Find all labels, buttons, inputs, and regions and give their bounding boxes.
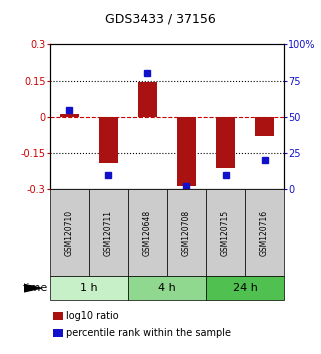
Text: GSM120648: GSM120648 [143, 210, 152, 256]
Text: 4 h: 4 h [158, 283, 176, 293]
Text: log10 ratio: log10 ratio [66, 311, 118, 321]
Bar [255, 117, 274, 136]
Text: 24 h: 24 h [233, 283, 257, 293]
Bar [177, 117, 196, 186]
Text: percentile rank within the sample: percentile rank within the sample [66, 328, 231, 338]
Text: GSM120708: GSM120708 [182, 210, 191, 256]
Text: GSM120710: GSM120710 [65, 210, 74, 256]
Text: GSM120716: GSM120716 [260, 210, 269, 256]
Bar [59, 114, 79, 117]
Text: GSM120711: GSM120711 [104, 210, 113, 256]
Bar [138, 82, 157, 117]
Text: GSM120715: GSM120715 [221, 210, 230, 256]
Polygon shape [24, 285, 41, 292]
Text: 1 h: 1 h [80, 283, 98, 293]
Text: time: time [23, 283, 48, 293]
Text: GDS3433 / 37156: GDS3433 / 37156 [105, 12, 216, 25]
Bar [99, 117, 118, 163]
Bar [216, 117, 235, 167]
